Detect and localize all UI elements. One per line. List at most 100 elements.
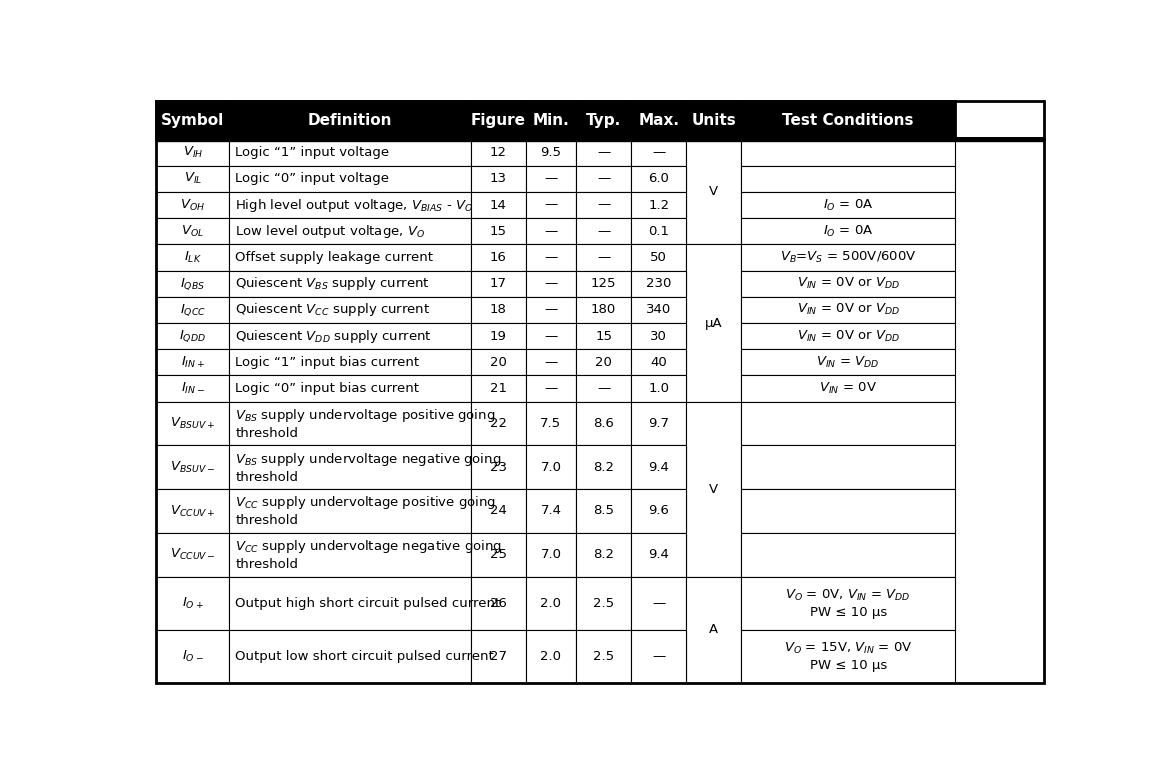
Text: 8.5: 8.5	[594, 504, 614, 518]
Text: $I_O$ = 0A: $I_O$ = 0A	[823, 197, 874, 213]
Text: $I_O$ = 0A: $I_O$ = 0A	[823, 223, 874, 239]
Bar	[526, 218, 576, 244]
Bar	[631, 140, 686, 165]
Text: 230: 230	[646, 277, 671, 290]
Bar	[471, 533, 526, 577]
Bar	[471, 271, 526, 296]
Bar	[230, 577, 471, 630]
Text: Output high short circuit pulsed current: Output high short circuit pulsed current	[235, 597, 501, 610]
Text: 0.1: 0.1	[649, 225, 669, 237]
Text: $V_{BSUV+}$: $V_{BSUV+}$	[170, 416, 215, 431]
Text: 13: 13	[489, 172, 507, 185]
Bar	[471, 323, 526, 349]
Bar	[576, 165, 631, 192]
Bar	[230, 630, 471, 683]
Text: 7.4: 7.4	[540, 504, 561, 518]
Bar	[686, 101, 741, 140]
Text: 27: 27	[489, 650, 507, 663]
Bar	[576, 244, 631, 271]
Bar	[631, 630, 686, 683]
Text: 23: 23	[489, 461, 507, 474]
Bar	[230, 140, 471, 165]
Text: 40: 40	[650, 356, 667, 369]
Text: 7.5: 7.5	[540, 417, 561, 430]
Text: 24: 24	[489, 504, 507, 518]
Bar	[576, 489, 631, 533]
Bar	[576, 533, 631, 577]
Text: $V_{BS}$ supply undervoltage negative going
threshold: $V_{BS}$ supply undervoltage negative go…	[235, 451, 501, 483]
Text: Quiescent $V_{DD}$ supply current: Quiescent $V_{DD}$ supply current	[235, 327, 432, 345]
Bar	[526, 140, 576, 165]
Text: 19: 19	[489, 330, 507, 343]
Text: $V_{IN}$ = 0V or $V_{DD}$: $V_{IN}$ = 0V or $V_{DD}$	[796, 328, 899, 344]
Bar	[686, 140, 741, 244]
Bar	[526, 192, 576, 218]
Bar	[741, 296, 956, 323]
Bar	[471, 165, 526, 192]
Bar	[230, 101, 471, 140]
Text: —: —	[652, 146, 665, 159]
Bar	[230, 271, 471, 296]
Text: —: —	[545, 172, 557, 185]
Bar	[741, 402, 956, 445]
Bar	[157, 271, 230, 296]
Bar	[576, 349, 631, 376]
Bar	[157, 577, 230, 630]
Bar	[526, 101, 576, 140]
Text: 9.6: 9.6	[649, 504, 669, 518]
Text: $I_{IN+}$: $I_{IN+}$	[180, 355, 205, 370]
Bar	[631, 489, 686, 533]
Bar	[230, 533, 471, 577]
Bar	[741, 271, 956, 296]
Bar	[576, 271, 631, 296]
Bar	[230, 192, 471, 218]
Text: $V_O$ = 0V, $V_{IN}$ = $V_{DD}$
PW ≤ 10 μs: $V_O$ = 0V, $V_{IN}$ = $V_{DD}$ PW ≤ 10 …	[786, 587, 911, 618]
Bar	[157, 244, 230, 271]
Text: $I_{O+}$: $I_{O+}$	[182, 596, 204, 611]
Bar	[230, 349, 471, 376]
Text: —: —	[652, 597, 665, 610]
Text: Logic “1” input voltage: Logic “1” input voltage	[235, 146, 390, 159]
Text: $V_{CC}$ supply undervoltage negative going
threshold: $V_{CC}$ supply undervoltage negative go…	[235, 539, 502, 571]
Bar	[230, 244, 471, 271]
Text: Max.: Max.	[638, 113, 679, 127]
Text: —: —	[545, 251, 557, 264]
Text: 9.4: 9.4	[649, 548, 669, 561]
Bar	[157, 101, 230, 140]
Bar	[741, 577, 956, 630]
Bar	[741, 533, 956, 577]
Text: Quiescent $V_{CC}$ supply current: Quiescent $V_{CC}$ supply current	[235, 301, 431, 318]
Text: 26: 26	[489, 597, 507, 610]
Text: 7.0: 7.0	[540, 461, 561, 474]
Text: —: —	[597, 199, 610, 212]
Text: —: —	[545, 330, 557, 343]
Bar	[471, 244, 526, 271]
Bar	[157, 349, 230, 376]
Bar	[526, 402, 576, 445]
Bar	[526, 271, 576, 296]
Bar	[631, 218, 686, 244]
Text: $V_{IN}$ = 0V: $V_{IN}$ = 0V	[820, 381, 877, 397]
Bar	[526, 376, 576, 402]
Bar	[741, 140, 956, 165]
Bar	[230, 489, 471, 533]
Bar	[471, 140, 526, 165]
Bar	[471, 630, 526, 683]
Text: $V_{IL}$: $V_{IL}$	[184, 171, 203, 186]
Text: $V_{IN}$ = $V_{DD}$: $V_{IN}$ = $V_{DD}$	[816, 355, 879, 370]
Text: $I_{LK}$: $I_{LK}$	[184, 250, 201, 265]
Bar	[631, 244, 686, 271]
Bar	[741, 323, 956, 349]
Bar	[631, 165, 686, 192]
Text: —: —	[652, 650, 665, 663]
Text: —: —	[597, 225, 610, 237]
Text: —: —	[545, 382, 557, 395]
Bar	[686, 577, 741, 683]
Bar	[230, 376, 471, 402]
Bar	[230, 445, 471, 489]
Bar	[526, 489, 576, 533]
Bar	[631, 101, 686, 140]
Text: 15: 15	[595, 330, 612, 343]
Bar	[471, 349, 526, 376]
Text: —: —	[545, 356, 557, 369]
